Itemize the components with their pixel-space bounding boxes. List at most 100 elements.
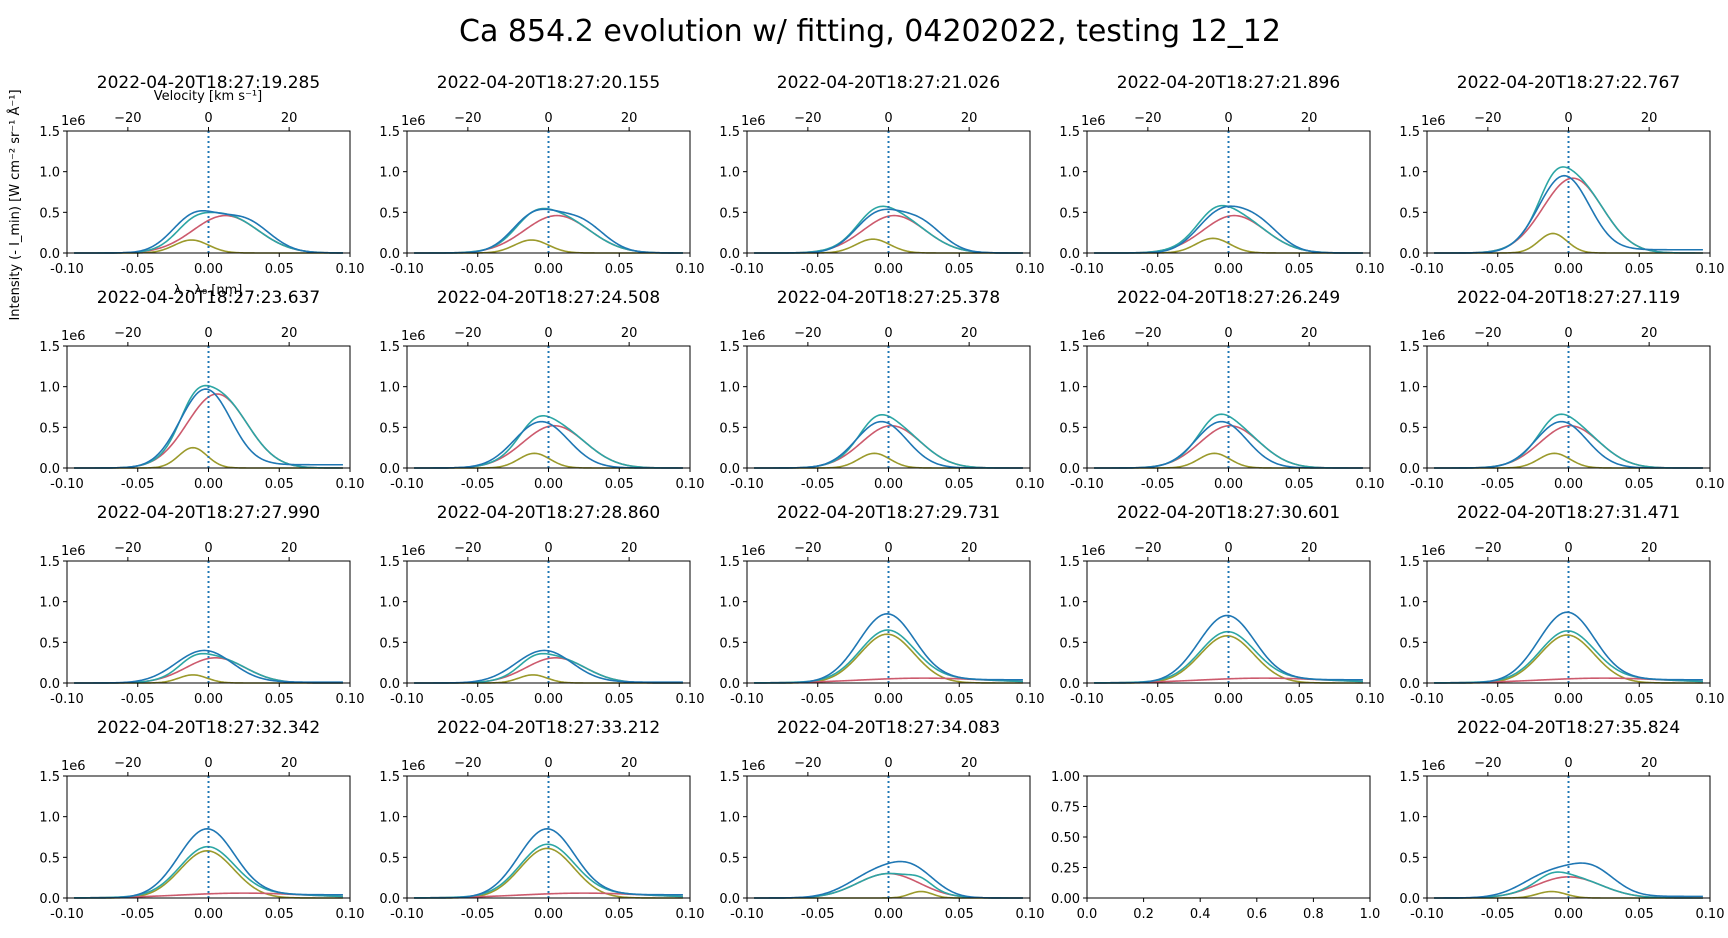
y-offset-text: 1e6 [401, 544, 426, 559]
y-tick-label: 0.0 [1059, 247, 1080, 262]
y-tick-label: 0.0 [719, 677, 740, 692]
y-tick-label: 1.0 [1399, 381, 1420, 396]
y-axis-label: Intensity (- I_min) [W cm⁻² sr⁻¹ Å⁻¹] [7, 89, 23, 320]
y-tick-label: 1.0 [1399, 596, 1420, 611]
top-tick-label: −20 [114, 111, 141, 126]
y-tick-label: 1.0 [1059, 381, 1080, 396]
y-tick-label: 0.5 [719, 851, 740, 866]
top-tick-label: −20 [794, 541, 821, 556]
subplot-title: 2022-04-20T18:27:33.212 [437, 718, 660, 738]
x-tick-label: 0.10 [1356, 692, 1385, 707]
subplot-title: 2022-04-20T18:27:21.896 [1117, 73, 1340, 93]
x-tick-label: 0.05 [1285, 692, 1314, 707]
top-tick-label: 0 [1564, 756, 1572, 771]
top-tick-label: 20 [281, 541, 298, 556]
observed-profile-line [1094, 205, 1363, 254]
observed-profile-line [754, 613, 1023, 684]
top-tick-label: 0 [544, 541, 552, 556]
fit-component-olive-line [414, 452, 683, 469]
top-tick-label: 0 [1564, 541, 1572, 556]
x-tick-label: -0.05 [1481, 477, 1515, 492]
y-tick-label: 0.0 [1059, 462, 1080, 477]
y-tick-label: 1.5 [1059, 125, 1080, 140]
y-offset-text: 1e6 [741, 759, 766, 774]
y-tick-label: 1.5 [379, 770, 400, 785]
x-tick-label: 0.10 [1016, 692, 1045, 707]
top-tick-label: 20 [281, 326, 298, 341]
top-tick-label: 20 [1301, 326, 1318, 341]
x-tick-label: -0.10 [730, 477, 764, 492]
top-tick-label: 0 [204, 541, 212, 556]
x-tick-label: 0.10 [1696, 262, 1725, 277]
x-tick-label: 0.00 [1214, 692, 1243, 707]
y-tick-label: 0.5 [379, 851, 400, 866]
x-tick-label: -0.05 [801, 907, 835, 922]
x-tick-label: 0.05 [945, 262, 974, 277]
x-tick-label: 0.05 [265, 692, 294, 707]
top-tick-label: −20 [1134, 111, 1161, 126]
y-tick-label: 0.25 [1051, 862, 1080, 877]
fit-component-olive-line [1094, 452, 1363, 469]
y-offset-text: 1e6 [1421, 114, 1446, 129]
x-tick-label: 0.4 [1190, 907, 1211, 922]
subplot-title: 2022-04-20T18:27:25.378 [777, 288, 1000, 308]
top-tick-label: −20 [794, 756, 821, 771]
top-tick-label: 0 [884, 111, 892, 126]
x-tick-label: 0.05 [605, 692, 634, 707]
x-tick-label: 0.10 [336, 907, 365, 922]
top-tick-label: −20 [454, 756, 481, 771]
x-tick-label: -0.05 [461, 262, 495, 277]
x-tick-label: -0.10 [1410, 262, 1444, 277]
y-tick-label: 0.0 [379, 677, 400, 692]
x-tick-label: 0.05 [945, 692, 974, 707]
y-tick-label: 1.5 [1399, 555, 1420, 570]
y-tick-label: 1.0 [39, 166, 60, 181]
x-tick-label: 0.10 [1016, 262, 1045, 277]
observed-profile-line [1434, 862, 1703, 899]
top-tick-label: 0 [1224, 111, 1232, 126]
y-tick-label: 0.0 [379, 247, 400, 262]
y-tick-label: 1.0 [719, 596, 740, 611]
y-tick-label: 0.5 [1059, 206, 1080, 221]
x-tick-label: 0.00 [194, 477, 223, 492]
top-tick-label: −20 [114, 541, 141, 556]
y-tick-label: 0.0 [1399, 677, 1420, 692]
x-tick-label: 0.05 [945, 907, 974, 922]
x-tick-label: 0.10 [676, 692, 705, 707]
subplot-title: 2022-04-20T18:27:26.249 [1117, 288, 1340, 308]
y-tick-label: 0.5 [379, 421, 400, 436]
top-tick-label: 0 [1564, 326, 1572, 341]
top-tick-label: 20 [961, 541, 978, 556]
axes-frame [1086, 775, 1371, 899]
y-tick-label: 1.0 [719, 811, 740, 826]
x-tick-label: -0.05 [801, 477, 835, 492]
x-tick-label: -0.05 [801, 262, 835, 277]
top-tick-label: −20 [1134, 541, 1161, 556]
y-tick-label: 1.5 [39, 340, 60, 355]
top-tick-label: −20 [114, 756, 141, 771]
x-tick-label: 0.0 [1077, 907, 1098, 922]
subplot-title: 2022-04-20T18:27:23.637 [97, 288, 320, 308]
top-tick-label: −20 [1474, 326, 1501, 341]
x-tick-label: 0.00 [194, 692, 223, 707]
x-tick-label: -0.05 [1481, 262, 1515, 277]
top-tick-label: −20 [114, 326, 141, 341]
subplot-title: 2022-04-20T18:27:28.860 [437, 503, 660, 523]
top-tick-label: −20 [1474, 111, 1501, 126]
y-tick-label: 0.0 [719, 462, 740, 477]
y-offset-text: 1e6 [1081, 329, 1106, 344]
x-tick-label: -0.10 [730, 262, 764, 277]
y-offset-text: 1e6 [61, 544, 86, 559]
x-tick-label: 0.00 [534, 907, 563, 922]
x-tick-label: -0.10 [730, 692, 764, 707]
fit-component-olive-line [1094, 237, 1363, 254]
x-tick-label: 0.00 [194, 262, 223, 277]
